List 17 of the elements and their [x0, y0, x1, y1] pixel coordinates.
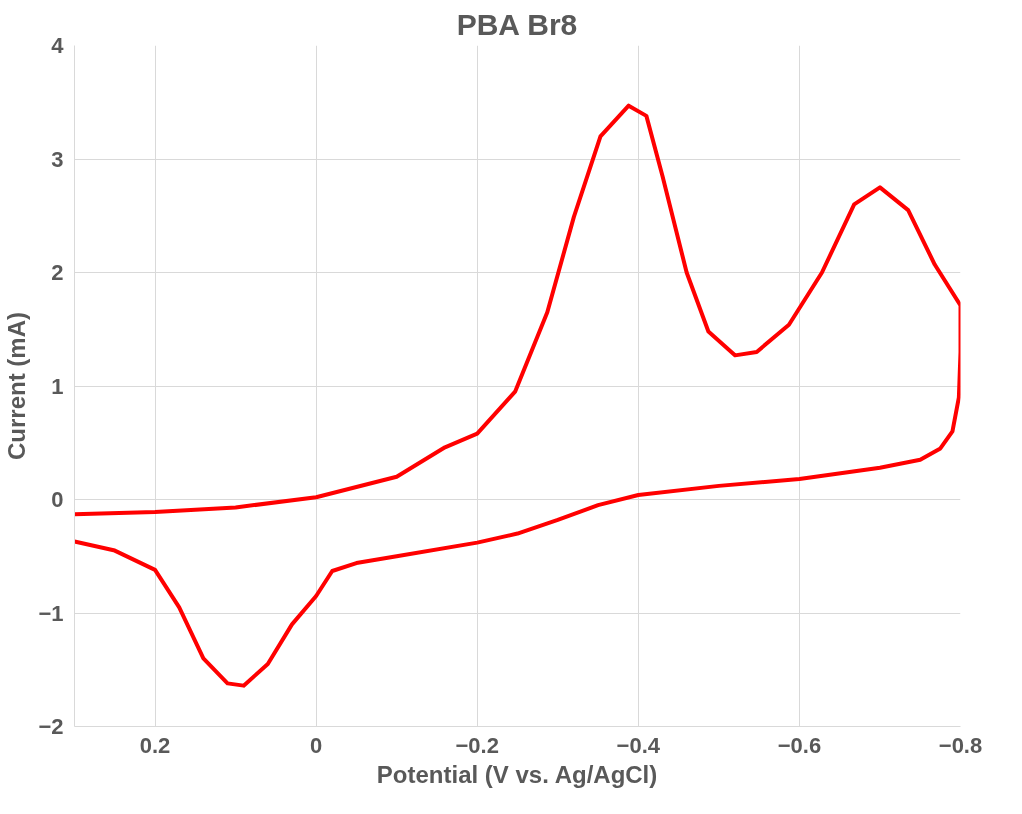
x-tick-label: 0.2 — [139, 732, 171, 758]
y-tick-label: 2 — [51, 260, 64, 285]
y-tick-label: 0 — [51, 487, 64, 512]
x-tick-label: −0.6 — [777, 732, 822, 758]
chart-title: PBA Br8 — [456, 7, 578, 41]
y-tick-label: −2 — [38, 714, 64, 739]
y-tick-label: 1 — [51, 373, 64, 399]
x-tick-label: −0.2 — [455, 732, 499, 758]
line-series — [74, 103, 961, 688]
x-axis-title: Potential (V vs. Ag/AgCl) — [376, 760, 658, 788]
y-tick-label: 3 — [51, 146, 64, 172]
x-tick-label: −0.4 — [616, 732, 661, 758]
y-tick-label: −1 — [38, 600, 64, 626]
x-tick-label: 0 — [310, 732, 323, 758]
y-tick-label: 4 — [51, 33, 65, 58]
x-tick-label: −0.8 — [938, 732, 983, 758]
y-axis-title: Current (mA) — [3, 312, 31, 460]
